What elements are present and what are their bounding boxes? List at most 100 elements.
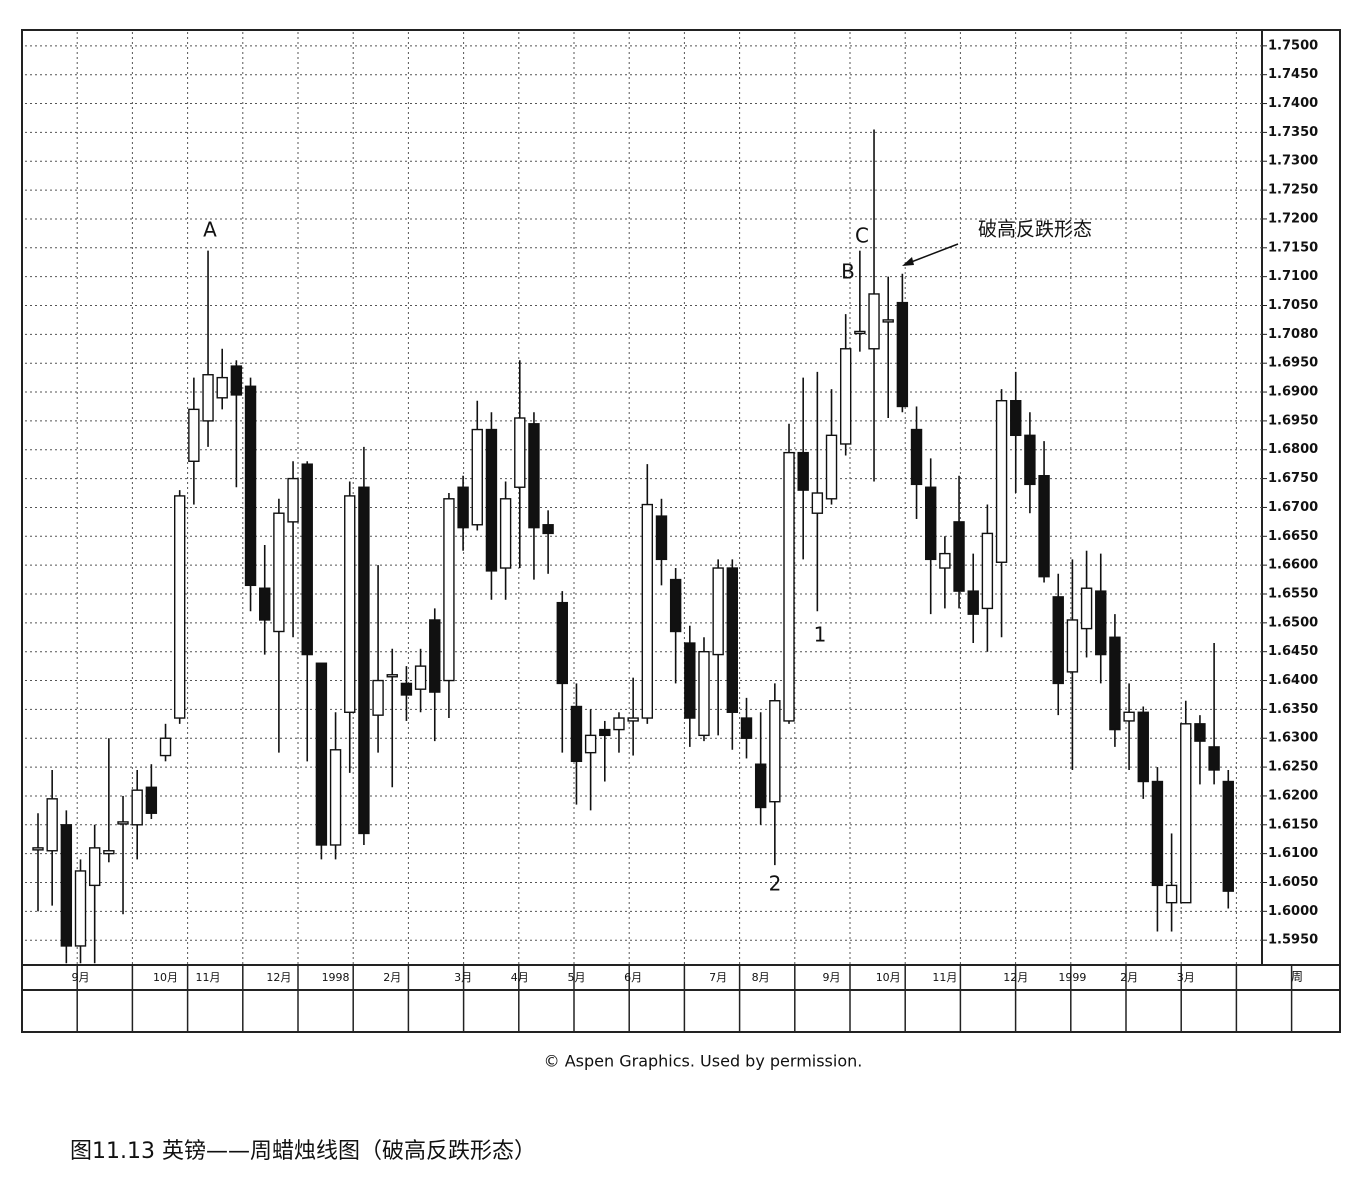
candle-body	[60, 824, 73, 947]
candle-body	[669, 578, 682, 633]
candle-body	[386, 674, 398, 678]
chart-frame	[21, 29, 1341, 1033]
candle-body	[939, 552, 951, 569]
x-tick-label: 2月	[383, 971, 401, 984]
candle-body	[882, 319, 894, 323]
annotation: 2	[769, 872, 782, 896]
y-tick-label: 1.7500	[1268, 38, 1318, 53]
candle-body	[287, 477, 299, 523]
candle-body	[88, 847, 101, 887]
annotation: 1	[814, 623, 827, 647]
candle-body	[584, 734, 597, 754]
y-tick-label: 1.6550	[1268, 586, 1318, 601]
x-tick-label: 11月	[196, 971, 221, 984]
candle-body	[896, 301, 909, 408]
candle-body	[613, 717, 625, 731]
x-tick-label: 11月	[932, 971, 957, 984]
x-tick-label: 10月	[153, 971, 178, 984]
candle-body	[726, 567, 739, 713]
y-tick-label: 1.6100	[1268, 846, 1318, 861]
y-tick-label: 1.6400	[1268, 673, 1318, 688]
x-tick-label: 12月	[1003, 971, 1028, 984]
candle-body	[159, 737, 172, 757]
candle-body	[358, 486, 370, 835]
y-tick-label: 1.5950	[1268, 933, 1318, 948]
candle-body	[485, 428, 498, 572]
candle-body	[471, 428, 483, 526]
y-tick-label: 1.7400	[1268, 96, 1318, 111]
candle-body	[1109, 636, 1121, 731]
candle-body	[953, 521, 965, 592]
x-tick-label: 10月	[876, 971, 901, 984]
candle-body	[811, 492, 824, 514]
y-tick-label: 1.6650	[1268, 529, 1318, 544]
candle-body	[344, 495, 356, 713]
y-tick-label: 1.7150	[1268, 240, 1318, 255]
y-tick-label: 1.7050	[1268, 298, 1318, 313]
candle-body	[839, 348, 852, 445]
candle-body	[627, 717, 639, 722]
candle-body	[117, 821, 129, 825]
y-tick-label: 1.6500	[1268, 615, 1318, 630]
y-tick-label: 1.7200	[1268, 211, 1318, 226]
candle-body	[1052, 596, 1064, 685]
candle-body	[740, 717, 753, 739]
candle-body	[641, 503, 654, 719]
candle-body	[825, 434, 838, 500]
x-tick-label: 8月	[752, 971, 770, 984]
candle-body	[1066, 619, 1079, 673]
candle-body	[103, 850, 115, 855]
candle-body	[443, 498, 455, 682]
y-tick-label: 1.6700	[1268, 500, 1318, 515]
y-tick-label: 1.7100	[1268, 269, 1318, 284]
candle-body	[783, 451, 795, 722]
candle-body	[145, 786, 158, 814]
candle-body	[429, 619, 441, 693]
x-tick-label: 6月	[624, 971, 642, 984]
x-tick-label: 9月	[72, 971, 90, 984]
y-tick-label: 1.6450	[1268, 644, 1318, 659]
candle-body	[1151, 780, 1164, 887]
candle-body	[74, 870, 87, 947]
candle-body	[315, 662, 328, 846]
y-tick-label: 1.6300	[1268, 731, 1318, 746]
candle-body	[698, 650, 710, 737]
y-tick-label: 1.6350	[1268, 702, 1318, 717]
y-tick-label: 1.6000	[1268, 904, 1318, 919]
candle-body	[372, 679, 384, 716]
candle-body	[528, 423, 540, 529]
candle-body	[1165, 884, 1178, 904]
candle-body	[1123, 711, 1135, 722]
y-tick-label: 1.6950	[1268, 356, 1318, 371]
arrow	[905, 243, 959, 265]
candle-body	[173, 495, 186, 719]
annotation: A	[203, 218, 217, 242]
candle-body	[414, 665, 427, 690]
candle-body	[1010, 399, 1022, 437]
candle-body	[273, 512, 285, 633]
candle-body	[868, 293, 880, 350]
annotation: B	[841, 260, 855, 284]
y-tick-label: 1.6900	[1268, 385, 1318, 400]
candle-body	[400, 682, 413, 696]
candle-body	[301, 463, 313, 656]
candle-body	[259, 587, 271, 621]
candle-body	[1222, 780, 1234, 892]
candle-body	[754, 763, 767, 809]
x-unit-label: 周	[1291, 970, 1303, 984]
candle-body	[1095, 590, 1107, 656]
candle-body	[499, 498, 512, 569]
candle-body	[1024, 434, 1036, 486]
candle-body	[995, 399, 1008, 563]
candle-body	[599, 728, 611, 737]
candle-body	[1038, 475, 1050, 578]
y-tick-label: 1.6050	[1268, 875, 1318, 890]
candle-body	[329, 749, 342, 846]
y-tick-label: 1.6950	[1268, 413, 1318, 428]
candle-body	[981, 532, 994, 610]
candle-body	[188, 408, 200, 462]
y-tick-label: 1.6150	[1268, 817, 1318, 832]
candle-body	[1137, 711, 1149, 783]
x-tick-label: 1999	[1058, 971, 1086, 984]
